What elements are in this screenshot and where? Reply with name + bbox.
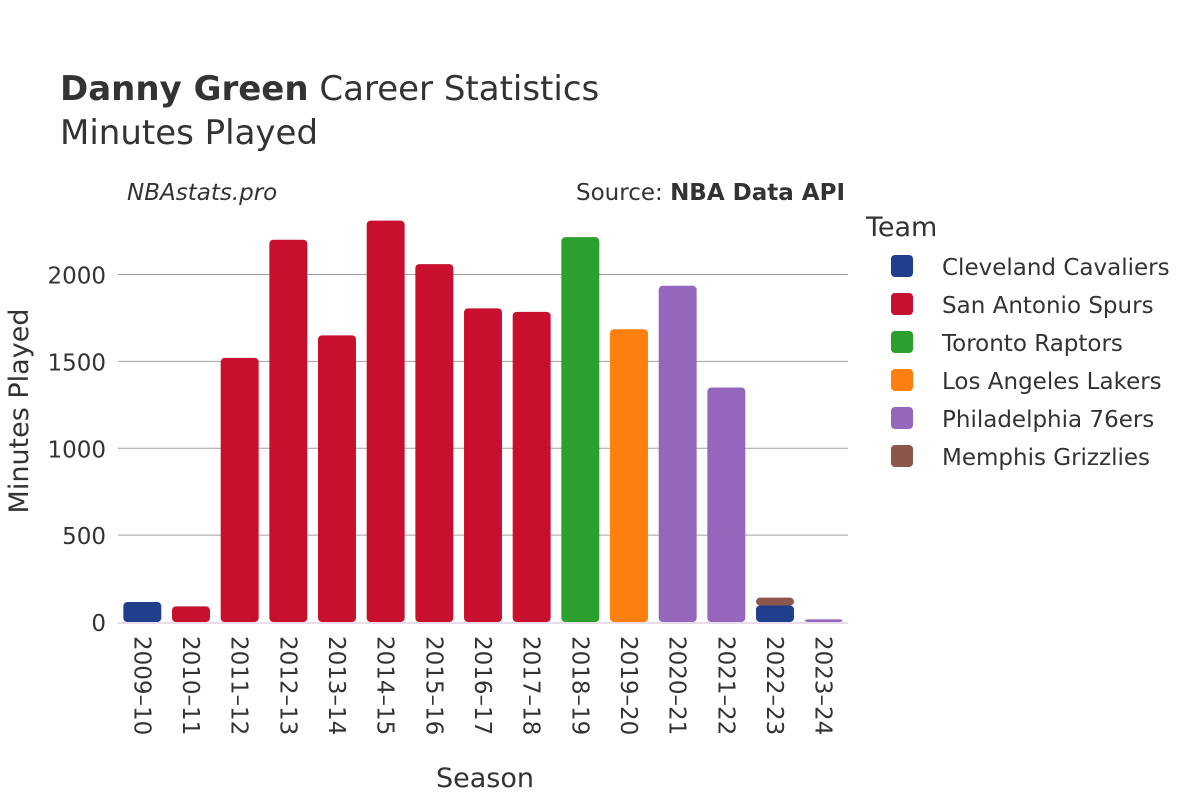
legend-swatch [891,293,913,315]
x-axis-ticks: 2009–10 2010–11 2011–12 2012–13 2013–14 2014–… [128,636,835,735]
chart-subtitle: Minutes Played [60,113,318,153]
y-tick-label: 500 [62,524,106,550]
legend-swatch [891,407,913,429]
bar-2016–17-1[interactable] [464,308,502,622]
legend-item-label: San Antonio Spurs [942,293,1154,319]
source-label: Source: [576,180,670,206]
source-name: NBA Data API [670,180,845,206]
x-tick-label: 2009–10 [128,636,154,735]
x-tick-label: 2016–17 [469,636,495,735]
bar-2014–15-1[interactable] [366,220,405,622]
x-tick-label: 2019–20 [615,636,641,735]
bar-2011–12-1[interactable] [220,357,259,622]
bar-2015–16-1[interactable] [415,264,454,622]
x-tick-label: 2018–19 [566,636,592,735]
watermark-text: NBAstats.pro [127,180,277,206]
legend-item-label: Philadelphia 76ers [942,407,1154,433]
bar-2022–23-0[interactable] [756,605,794,622]
legend-swatch [891,255,913,277]
legend-item-label: Los Angeles Lakers [942,369,1162,395]
x-tick-label: 2017–18 [518,636,544,735]
bar-2023–24-4[interactable] [804,619,843,622]
y-tick-label: 1500 [47,350,106,376]
x-tick-label: 2012–13 [274,636,300,735]
bar-2012–13-1[interactable] [269,239,308,622]
x-axis-label: Season [436,763,534,794]
x-tick-label: 2021–22 [712,636,738,735]
x-tick-label: 2020–21 [664,636,690,735]
bar-2018–19-2[interactable] [561,237,600,623]
bar-2009–10-0[interactable] [123,602,162,622]
y-tick-label: 2000 [47,264,106,290]
legend-item-label: Cleveland Cavaliers [942,255,1170,281]
y-tick-label: 1000 [47,437,106,463]
x-tick-label: 2010–11 [177,636,203,735]
x-tick-label: 2023–24 [810,636,836,735]
bar-2010–11-1[interactable] [172,606,210,622]
chart-title: Danny Green Career Statistics [60,69,599,109]
chart-header: Danny Green Career Statistics Minutes Pl… [60,69,845,206]
legend-swatch [891,445,913,467]
legend-item-label: Toronto Raptors [941,331,1123,357]
bars [123,220,843,623]
bar-2022–23-5[interactable] [756,597,794,606]
bar-2013–14-1[interactable] [318,335,356,622]
legend-swatch [891,331,913,353]
x-tick-label: 2022–23 [761,636,787,735]
x-tick-label: 2011–12 [226,636,252,735]
bar-2020–21-4[interactable] [658,285,697,622]
title-player-name: Danny Green [60,69,309,109]
x-tick-label: 2014–15 [372,636,398,735]
source-text: Source: NBA Data API [576,180,845,206]
bar-2019–20-3[interactable] [610,329,648,622]
y-axis-ticks: 0 500 1000 1500 2000 [47,264,106,638]
legend-items: Cleveland Cavaliers San Antonio Spurs Toro… [891,255,1170,471]
bar-2017–18-1[interactable] [512,311,551,622]
legend-title: Team [865,212,937,243]
bar-2021–22-4[interactable] [707,387,746,622]
x-tick-label: 2013–14 [323,636,349,735]
legend-swatch [891,369,913,391]
legend-item-label: Memphis Grizzlies [942,445,1150,471]
y-axis-label: Minutes Played [4,309,35,514]
title-suffix: Career Statistics [309,69,600,109]
legend: Team Cleveland Cavaliers San Antonio Spur… [865,212,1170,471]
x-tick-label: 2015–16 [420,636,446,735]
y-tick-label: 0 [91,611,106,637]
